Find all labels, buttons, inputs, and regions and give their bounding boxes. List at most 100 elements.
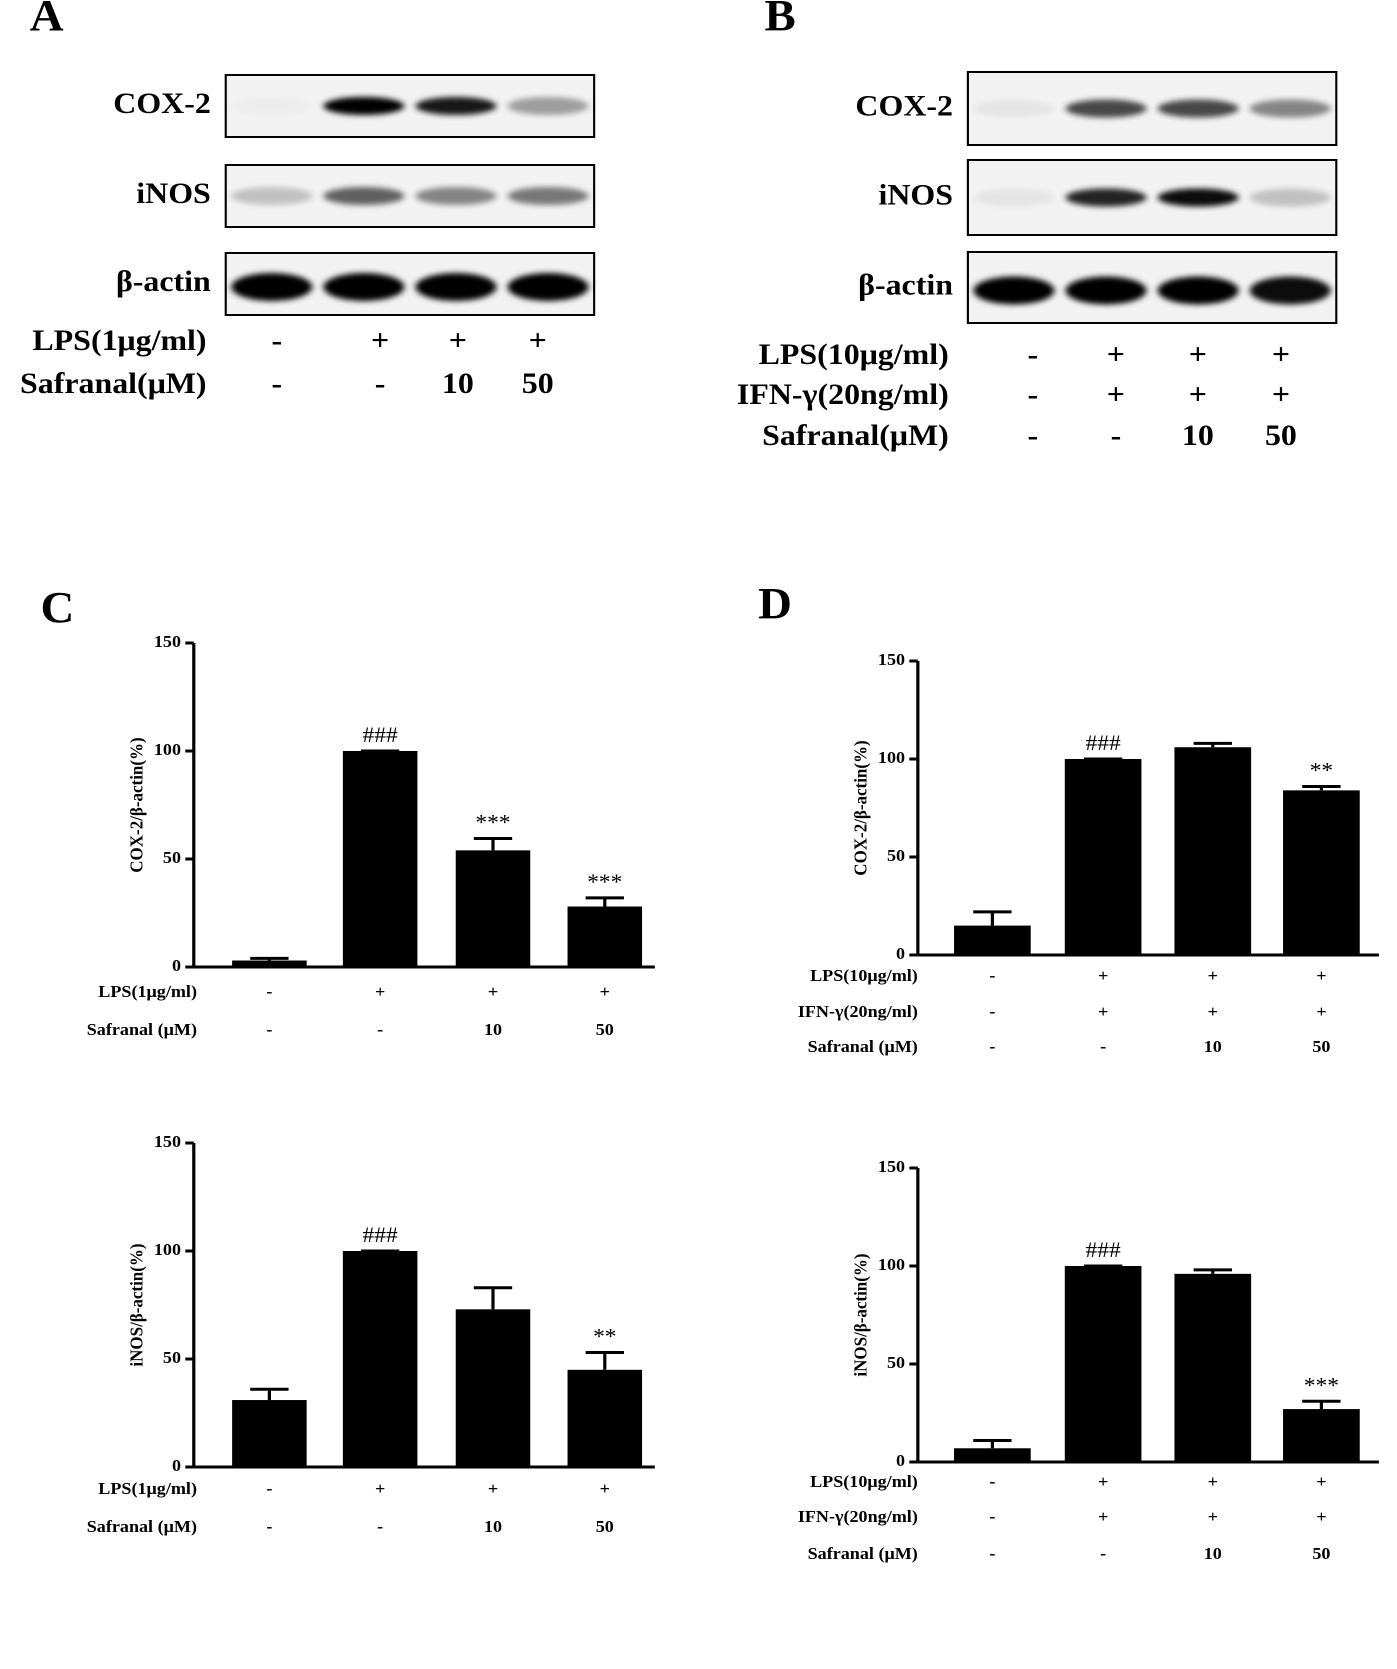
treatment-value: - — [266, 1019, 272, 1038]
treatment-value: + — [1098, 1506, 1108, 1525]
blot-band — [973, 188, 1055, 207]
treatment-label: Safranal (μM) — [808, 1036, 918, 1055]
protein-label: iNOS — [136, 176, 211, 210]
treatment-value: - — [989, 1001, 995, 1020]
blot-band — [507, 187, 589, 205]
blot-band — [1157, 188, 1239, 207]
treatment-value: 50 — [596, 1516, 614, 1535]
treatment-value: + — [1316, 1001, 1326, 1020]
significance-label: ### — [1086, 731, 1121, 755]
bar — [954, 925, 1031, 955]
significance-label: ### — [363, 723, 398, 747]
treatment-label: LPS(1μg/ml) — [98, 1478, 197, 1497]
y-tick-label: 0 — [172, 1455, 181, 1474]
significance-label: ### — [363, 1223, 398, 1247]
y-tick-label: 100 — [878, 747, 905, 766]
significance-label: *** — [475, 810, 510, 834]
treatment-value: + — [600, 981, 610, 1000]
treatment-value: + — [1272, 377, 1290, 411]
bar — [1174, 1273, 1252, 1462]
bar — [567, 906, 643, 967]
treatment-value: - — [266, 981, 272, 1000]
treatment-value: + — [371, 323, 389, 357]
treatment-value: 10 — [484, 1019, 502, 1038]
treatment-label: Safranal(μM) — [20, 366, 207, 400]
treatment-value: 10 — [1182, 418, 1214, 452]
treatment-value: + — [1189, 337, 1207, 371]
treatment-value: - — [1100, 1036, 1106, 1055]
y-axis-title: iNOS/β-actin(%) — [850, 1253, 871, 1376]
treatment-value: - — [272, 366, 283, 400]
blot-band — [1249, 99, 1331, 118]
blot-band — [1065, 188, 1147, 207]
y-tick-label: 150 — [154, 1131, 181, 1150]
panel-letter: A — [30, 0, 64, 40]
bar — [232, 1400, 307, 1467]
y-tick-label: 50 — [163, 1347, 181, 1366]
y-axis-title: iNOS/β-actin(%) — [126, 1243, 147, 1366]
blot-band — [507, 97, 589, 115]
y-axis-title: COX-2/β-actin(%) — [126, 737, 147, 873]
treatment-value: + — [1272, 337, 1290, 371]
treatment-label: IFN-γ(20ng/ml) — [798, 1506, 918, 1525]
treatment-value: + — [488, 1478, 498, 1497]
treatment-label: Safranal (μM) — [87, 1019, 197, 1038]
treatment-value: + — [1098, 965, 1108, 984]
y-tick-label: 0 — [896, 1450, 905, 1469]
treatment-value: + — [375, 1478, 385, 1497]
blot-band — [231, 187, 313, 205]
bar — [232, 960, 307, 967]
treatment-value: 50 — [596, 1019, 614, 1038]
treatment-value: + — [1208, 965, 1218, 984]
treatment-value: - — [377, 1019, 383, 1038]
y-tick-label: 100 — [878, 1254, 905, 1273]
treatment-value: - — [1028, 377, 1039, 411]
significance-label: *** — [1304, 1373, 1339, 1397]
blot-band — [1249, 188, 1331, 207]
treatment-value: + — [375, 981, 385, 1000]
protein-label: iNOS — [878, 177, 953, 211]
blot-band — [1157, 99, 1239, 118]
treatment-value: + — [488, 981, 498, 1000]
treatment-value: + — [1208, 1471, 1218, 1490]
panel-letter: B — [765, 0, 796, 40]
y-tick-label: 100 — [154, 739, 181, 758]
blot-band — [415, 273, 497, 301]
treatment-value: - — [1100, 1543, 1106, 1562]
blot-band — [973, 276, 1055, 305]
blot-band — [507, 273, 589, 301]
significance-label: ** — [593, 1324, 616, 1348]
treatment-label: LPS(1μg/ml) — [98, 981, 197, 1000]
panel-letter: C — [40, 583, 74, 631]
treatment-value: + — [1316, 1471, 1326, 1490]
significance-label: ### — [1086, 1238, 1121, 1262]
treatment-value: - — [1028, 418, 1039, 452]
y-axis-title: COX-2/β-actin(%) — [850, 740, 871, 876]
y-tick-label: 150 — [878, 1156, 905, 1175]
bar — [1064, 759, 1142, 955]
treatment-value: + — [1098, 1001, 1108, 1020]
protein-label: COX-2 — [113, 86, 211, 120]
bar — [455, 850, 531, 967]
blot-band — [323, 273, 405, 301]
y-tick-label: 0 — [896, 943, 905, 962]
significance-label: ** — [1310, 758, 1333, 782]
treatment-label: LPS(1μg/ml) — [32, 323, 206, 357]
treatment-label: LPS(10μg/ml) — [810, 965, 918, 984]
treatment-label: Safranal(μM) — [762, 418, 949, 452]
treatment-value: - — [1028, 337, 1039, 371]
treatment-value: - — [989, 1506, 995, 1525]
protein-label: COX-2 — [855, 88, 953, 122]
panel-letter: D — [758, 579, 792, 627]
treatment-value: 10 — [1204, 1036, 1222, 1055]
treatment-value: - — [989, 1036, 995, 1055]
treatment-value: - — [989, 965, 995, 984]
bar — [1283, 1409, 1360, 1462]
treatment-value: + — [529, 323, 547, 357]
treatment-value: - — [266, 1516, 272, 1535]
y-tick-label: 50 — [887, 845, 905, 864]
treatment-value: + — [1107, 337, 1125, 371]
treatment-label: Safranal (μM) — [87, 1516, 197, 1535]
treatment-value: 50 — [522, 366, 554, 400]
treatment-value: + — [600, 1478, 610, 1497]
